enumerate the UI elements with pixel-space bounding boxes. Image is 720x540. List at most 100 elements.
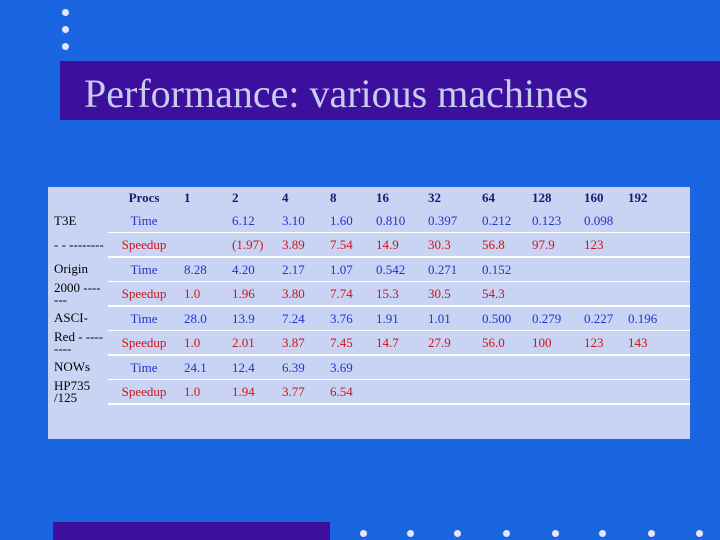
value-cell: 54.3 — [478, 281, 528, 307]
value-cell: 3.89 — [278, 232, 326, 258]
table-row: T3E Time 6.12 3.10 1.60 0.810 0.397 0.212 0.123 0… — [48, 209, 690, 233]
header-cell: 32 — [428, 190, 441, 205]
table-row: - - -------- Speedup (1.97) 3.89 7.54 14.9 30.… — [48, 232, 690, 258]
value-cell — [478, 355, 528, 380]
value-cell — [580, 257, 624, 282]
value-cell: 0.152 — [478, 257, 528, 282]
value-cell: 1.94 — [228, 379, 278, 405]
value-cell: 30.3 — [424, 232, 478, 258]
header-cell: 8 — [330, 190, 337, 205]
value-cell: 4.20 — [228, 257, 278, 282]
value-cell: 3.10 — [278, 209, 326, 233]
bullet-dot — [62, 43, 69, 50]
value-cell — [624, 209, 690, 233]
value-cell: 3.69 — [326, 355, 372, 380]
table-row: HP735 /125 Speedup 1.0 1.94 3.77 6.54 — [48, 377, 690, 405]
bullet-dot — [62, 9, 69, 16]
machine-label: HP735 /125 — [54, 377, 91, 405]
value-cell: 6.12 — [228, 209, 278, 233]
value-cell — [624, 257, 690, 282]
value-cell — [624, 355, 690, 380]
header-cell: 128 — [532, 190, 552, 205]
value-cell — [528, 257, 580, 282]
value-cell — [424, 379, 478, 405]
value-cell: 1.96 — [228, 281, 278, 307]
value-cell: 3.77 — [278, 379, 326, 405]
value-cell: 30.5 — [424, 281, 478, 307]
header-cell: 160 — [584, 190, 604, 205]
metric-label: Time — [108, 306, 180, 331]
value-cell — [372, 355, 424, 380]
value-cell — [624, 232, 690, 258]
value-cell — [624, 281, 690, 307]
bullet-dot — [407, 530, 414, 537]
header-cell: Procs — [128, 190, 160, 205]
value-cell: 143 — [624, 330, 690, 356]
value-cell — [528, 379, 580, 405]
value-cell — [580, 355, 624, 380]
slide-title: Performance: various machines — [84, 71, 589, 116]
performance-table: Procs 1 2 4 8 16 32 64 128 160 192 T3E Ti… — [48, 187, 690, 439]
table-row: Red - -------- Speedup 1.0 2.01 3.87 7.45 14.7… — [48, 330, 690, 356]
table-row: 2000 ------- Speedup 1.0 1.96 3.80 7.74 15.3 30… — [48, 279, 690, 307]
value-cell: 7.74 — [326, 281, 372, 307]
value-cell: 0.123 — [528, 209, 580, 233]
machine-label: 2000 ------- — [54, 279, 101, 307]
value-cell: 56.8 — [478, 232, 528, 258]
machine-label: T3E — [54, 212, 77, 228]
table-row: ASCI- Time 28.0 13.9 7.24 3.76 1.91 1.01 0.500 0.… — [48, 306, 690, 331]
value-cell: 0.810 — [372, 209, 424, 233]
metric-label: Speedup — [108, 379, 180, 405]
value-cell: 0.271 — [424, 257, 478, 282]
metric-label: Speedup — [108, 281, 180, 307]
table-row: Origin Time 8.28 4.20 2.17 1.07 0.542 0.271 0.15… — [48, 257, 690, 282]
machine-label: NOWs — [54, 359, 91, 375]
bullet-dot — [503, 530, 510, 537]
header-row: Procs 1 2 4 8 16 32 64 128 160 192 — [48, 187, 690, 209]
value-cell: (1.97) — [228, 232, 278, 258]
table-row: NOWs Time 24.1 12.4 6.39 3.69 — [48, 355, 690, 380]
title-bar: Performance: various machines — [60, 61, 720, 120]
value-cell — [624, 379, 690, 405]
header-cell: 16 — [376, 190, 389, 205]
value-cell: 13.9 — [228, 306, 278, 331]
metric-label: Speedup — [108, 330, 180, 356]
value-cell: 7.54 — [326, 232, 372, 258]
value-cell: 7.24 — [278, 306, 326, 331]
machine-label: ASCI- — [54, 310, 88, 326]
value-cell: 1.60 — [326, 209, 372, 233]
header-cell: 1 — [184, 190, 191, 205]
value-cell: 123 — [580, 232, 624, 258]
value-cell — [424, 355, 478, 380]
value-cell: 24.1 — [180, 355, 228, 380]
value-cell: 14.7 — [372, 330, 424, 356]
header-cell: 4 — [282, 190, 289, 205]
value-cell — [478, 379, 528, 405]
value-cell: 100 — [528, 330, 580, 356]
metric-label: Time — [108, 355, 180, 380]
header-cell: 192 — [628, 190, 648, 205]
value-cell: 0.196 — [624, 306, 690, 331]
value-cell: 0.212 — [478, 209, 528, 233]
value-cell: 6.39 — [278, 355, 326, 380]
header-cell: 2 — [232, 190, 239, 205]
machine-label: Origin — [54, 261, 88, 277]
value-cell: 123 — [580, 330, 624, 356]
value-cell: 0.279 — [528, 306, 580, 331]
value-cell: 2.17 — [278, 257, 326, 282]
value-cell: 2.01 — [228, 330, 278, 356]
bullet-dot — [552, 530, 559, 537]
value-cell: 1.0 — [180, 281, 228, 307]
value-cell: 6.54 — [326, 379, 372, 405]
bullet-dot — [62, 26, 69, 33]
value-cell: 28.0 — [180, 306, 228, 331]
value-cell: 3.80 — [278, 281, 326, 307]
data-table: Procs 1 2 4 8 16 32 64 128 160 192 T3E Ti… — [48, 187, 690, 405]
value-cell: 3.76 — [326, 306, 372, 331]
value-cell — [528, 281, 580, 307]
bullet-dot — [648, 530, 655, 537]
value-cell: 1.01 — [424, 306, 478, 331]
metric-label: Time — [108, 209, 180, 233]
value-cell: 0.542 — [372, 257, 424, 282]
bullet-dot — [454, 530, 461, 537]
